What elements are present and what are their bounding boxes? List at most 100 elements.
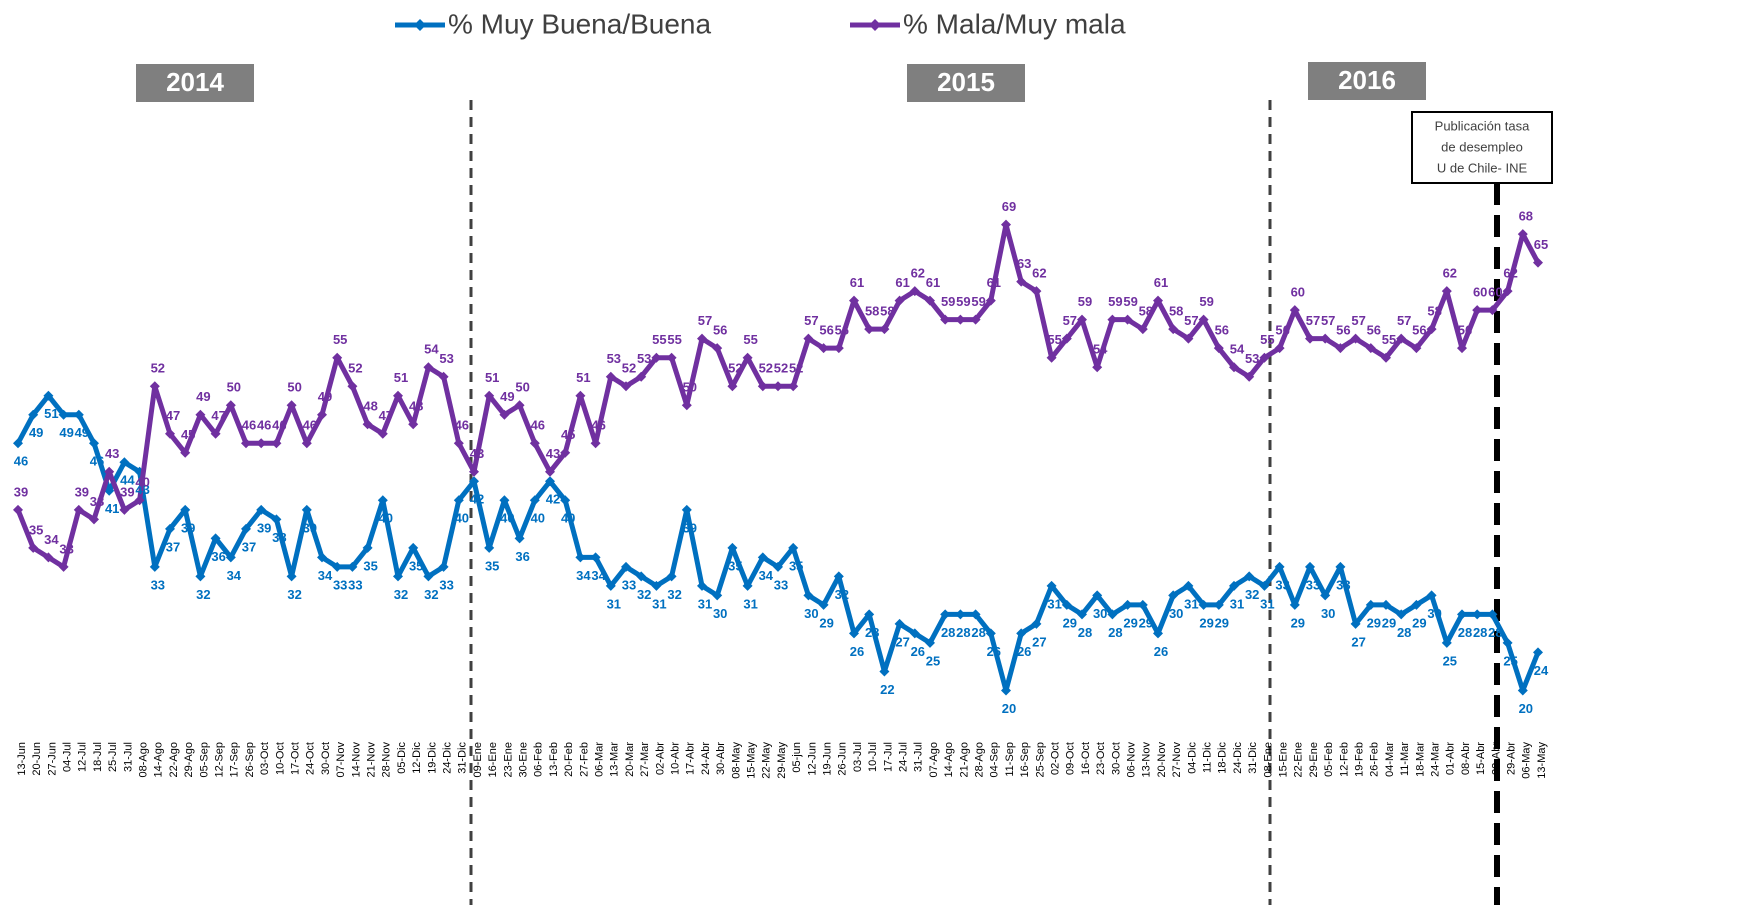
data-label: 54 (1093, 342, 1108, 357)
point (925, 295, 935, 306)
year-label: 2014 (166, 67, 224, 97)
data-label: 36 (515, 549, 529, 564)
point (1016, 628, 1027, 639)
point (1183, 333, 1194, 344)
data-label: 52 (759, 361, 773, 376)
data-label: 59 (1078, 294, 1092, 309)
data-label: 58 (880, 304, 894, 319)
point (1107, 609, 1118, 620)
point (241, 438, 251, 449)
data-label: 57 (1063, 313, 1077, 328)
point (1411, 343, 1422, 354)
data-label: 28 (1488, 625, 1502, 640)
data-label: 28 (971, 625, 985, 640)
data-label: 51 (485, 370, 499, 385)
x-tick-label: 31-Dic (1247, 742, 1259, 774)
data-label: 39 (14, 484, 28, 499)
point (484, 390, 495, 401)
data-label: 24 (1534, 663, 1549, 678)
point (514, 400, 525, 411)
data-label: 50 (515, 380, 529, 395)
point (1153, 295, 1163, 306)
data-label: 35 (485, 558, 499, 573)
point (773, 381, 783, 392)
point (970, 609, 981, 620)
point (1487, 609, 1498, 620)
data-label: 56 (819, 323, 833, 338)
x-tick-label: 06-Nov (1126, 742, 1138, 778)
point (332, 352, 343, 363)
point (1381, 352, 1391, 363)
legend-marker (414, 19, 426, 31)
data-label: 33 (774, 577, 788, 592)
point (1259, 580, 1270, 591)
point (43, 552, 54, 563)
point (590, 438, 601, 449)
point (681, 504, 692, 515)
data-label: 50 (287, 380, 301, 395)
data-label: 28 (1078, 625, 1092, 640)
x-tick-label: 14-Nov (350, 742, 362, 778)
x-tick-label: 26-Feb (1369, 742, 1381, 777)
x-tick-label: 22-Ago (168, 742, 180, 777)
point (773, 561, 783, 572)
data-label: 57 (1397, 313, 1411, 328)
point (1168, 324, 1179, 335)
data-label: 28 (865, 625, 879, 640)
x-tick-label: 27-Feb (578, 742, 590, 777)
data-label: 40 (531, 511, 545, 526)
point (89, 438, 99, 449)
data-label: 29 (1199, 615, 1213, 630)
annotation: de desempleo (1441, 139, 1523, 154)
point (985, 295, 996, 306)
x-tick-label: 20-Feb (563, 742, 575, 777)
x-tick-label: 15-Ene (1278, 742, 1290, 777)
data-label: 54 (424, 342, 439, 357)
data-label: 49 (59, 425, 73, 440)
data-label: 56 (1336, 323, 1350, 338)
data-label: 31 (1184, 596, 1198, 611)
point (621, 381, 631, 392)
x-tick-label: 12-Sep (214, 742, 226, 777)
point (712, 343, 723, 354)
data-label: 20 (1519, 701, 1533, 716)
point (1305, 333, 1315, 344)
x-tick-label: 21-Ago (958, 742, 970, 777)
data-label: 56 (1215, 323, 1229, 338)
data-label: 35 (789, 558, 803, 573)
point (104, 466, 115, 477)
point (423, 362, 434, 373)
point (742, 580, 753, 591)
data-label: 48 (409, 399, 423, 414)
x-tick-label: 31-Jul (913, 742, 925, 772)
data-label: 59 (971, 294, 985, 309)
point (195, 571, 206, 582)
x-tick-label: 12-Jul (77, 742, 89, 772)
x-tick-label: 04-Jul (62, 742, 74, 772)
x-tick-label: 18-Jul (92, 742, 104, 772)
x-tick-label: 28-Ago (974, 742, 986, 777)
point (453, 438, 464, 449)
data-label: 56 (1275, 323, 1289, 338)
data-label: 51 (44, 406, 58, 421)
x-tick-label: 17-Sep (229, 742, 241, 777)
point (1274, 343, 1285, 354)
point (362, 542, 373, 553)
data-label: 34 (318, 568, 333, 583)
data-label: 57 (1184, 313, 1198, 328)
point (1137, 324, 1148, 335)
data-label: 37 (166, 539, 180, 554)
point (1289, 305, 1300, 316)
data-label: 59 (1108, 294, 1122, 309)
x-tick-label: 09-Ene (472, 742, 484, 777)
data-label: 43 (105, 446, 119, 461)
point (1213, 343, 1224, 354)
x-tick-label: 20-Jun (31, 742, 43, 776)
point (347, 381, 358, 392)
x-tick-label: 28-Nov (381, 742, 393, 778)
data-label: 53 (607, 351, 621, 366)
point (286, 571, 297, 582)
data-label: 30 (713, 606, 727, 621)
data-label: 46 (303, 418, 317, 433)
data-label: 58 (1427, 304, 1441, 319)
